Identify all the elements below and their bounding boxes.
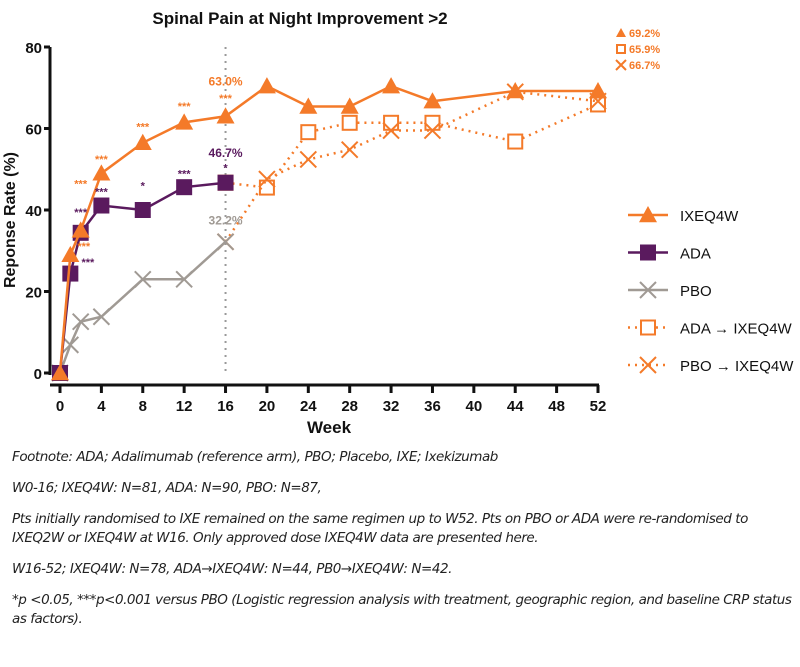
series-line-pbo-ixeq4w [224, 90, 599, 243]
data-point [258, 170, 276, 188]
significance-annotation: *** [178, 168, 192, 180]
data-point [423, 121, 442, 140]
data-point [300, 124, 317, 141]
significance-annotation: 63.0% [209, 75, 243, 89]
footnote-n-w0-16: W0-16; IXEQ4W: N=81, ADA: N=90, PBO: N=8… [12, 480, 322, 496]
significance-annotation: 32.2% [209, 213, 243, 227]
x-axis-label: Week [307, 418, 352, 437]
significance-annotation: *** [74, 207, 88, 219]
data-point [217, 174, 234, 191]
footnote-n-w16-52: W16-52; IXEQ4W: N=78, ADA→IXEQ4W: N=44, … [12, 561, 452, 577]
legend-label: PBO → IXEQ4W [680, 358, 794, 375]
data-point [424, 114, 441, 131]
data-point [92, 164, 111, 181]
legend-marker [639, 206, 657, 223]
x-tick-label: 0 [56, 398, 64, 415]
significance-annotation: *** [178, 101, 192, 113]
endpoint-marker [615, 59, 627, 71]
y-tick-label: 0 [34, 366, 42, 383]
data-point [175, 270, 193, 288]
endpoint-label: 69.2% [629, 28, 660, 40]
endpoint-label: 65.9% [629, 44, 660, 56]
data-point [257, 77, 276, 94]
data-point [61, 245, 80, 263]
x-tick-label: 48 [548, 398, 565, 415]
significance-annotation: *** [136, 122, 150, 134]
significance-annotation: *** [77, 241, 91, 253]
data-point [423, 92, 442, 109]
x-tick-label: 8 [139, 398, 147, 415]
chart-title: Spinal Pain at Night Improvement >2 [152, 9, 447, 28]
data-point [71, 312, 90, 331]
footnote-significance: *p <0.05, ***p<0.001 versus PBO (Logisti… [12, 592, 792, 627]
data-point [506, 82, 525, 99]
y-tick-label: 80 [25, 40, 42, 57]
significance-annotation: *** [95, 187, 109, 199]
x-tick-label: 16 [217, 398, 234, 415]
data-point [299, 97, 318, 114]
y-tick-label: 20 [25, 285, 42, 302]
footnote-randomisation: Pts initially randomised to IXE remained… [12, 511, 748, 546]
series-line-ixeq4w [58, 84, 598, 374]
data-point [92, 308, 111, 326]
legend-label: PBO [680, 283, 712, 300]
series-line-ada-ixeq4w [225, 103, 599, 189]
legend-marker [640, 244, 656, 261]
endpoint-marker [616, 44, 626, 54]
footnotes: Footnote: ADA; Adalimumab (reference arm… [12, 448, 797, 641]
data-point [216, 233, 235, 251]
legend-label: IXEQ4W [680, 208, 739, 225]
x-tick-label: 28 [341, 398, 358, 415]
data-point [382, 77, 401, 94]
line-chart: Spinal Pain at Night Improvement >202040… [2, 9, 794, 437]
significance-annotation: *** [82, 257, 96, 269]
x-tick-label: 12 [176, 398, 193, 415]
data-point [299, 150, 318, 169]
endpoint-marker [616, 28, 626, 37]
legend-marker [639, 281, 657, 299]
data-point [61, 336, 80, 354]
y-tick-label: 60 [25, 122, 42, 139]
significance-annotation: *** [74, 179, 88, 191]
data-point [176, 179, 193, 196]
x-tick-label: 36 [424, 398, 441, 415]
data-point [507, 133, 524, 150]
legend-label: ADA → IXEQ4W [680, 321, 793, 338]
data-point [51, 364, 69, 381]
endpoint-label: 66.7% [629, 60, 660, 72]
data-point [133, 133, 152, 150]
data-point [62, 265, 79, 282]
data-point [216, 107, 235, 124]
data-point [71, 221, 90, 238]
data-point [340, 140, 359, 159]
data-point [382, 121, 400, 140]
significance-annotation: * [141, 181, 146, 193]
data-point [341, 114, 358, 131]
x-tick-label: 24 [300, 398, 317, 415]
significance-annotation: 46.7% [209, 146, 243, 160]
x-tick-label: 52 [590, 398, 607, 415]
x-tick-label: 44 [507, 398, 524, 415]
significance-annotation: * [223, 162, 228, 174]
significance-annotation: *** [219, 93, 233, 105]
y-axis-label: Reponse Rate (%) [2, 152, 19, 288]
significance-annotation: *** [95, 154, 109, 166]
data-point [134, 202, 151, 218]
legend-label: ADA [680, 246, 711, 263]
legend-marker [640, 319, 656, 336]
data-point [383, 114, 400, 131]
data-point [134, 270, 152, 288]
legend-marker [639, 356, 657, 374]
data-point [589, 82, 607, 99]
x-tick-label: 40 [466, 398, 483, 415]
y-tick-label: 40 [25, 203, 42, 220]
data-point [175, 113, 194, 130]
data-point [340, 97, 359, 114]
footnote-abbreviations: Footnote: ADA; Adalimumab (reference arm… [12, 449, 498, 465]
x-tick-label: 20 [259, 398, 276, 415]
data-point [93, 197, 110, 214]
x-tick-label: 32 [383, 398, 400, 415]
x-tick-label: 4 [97, 398, 106, 415]
